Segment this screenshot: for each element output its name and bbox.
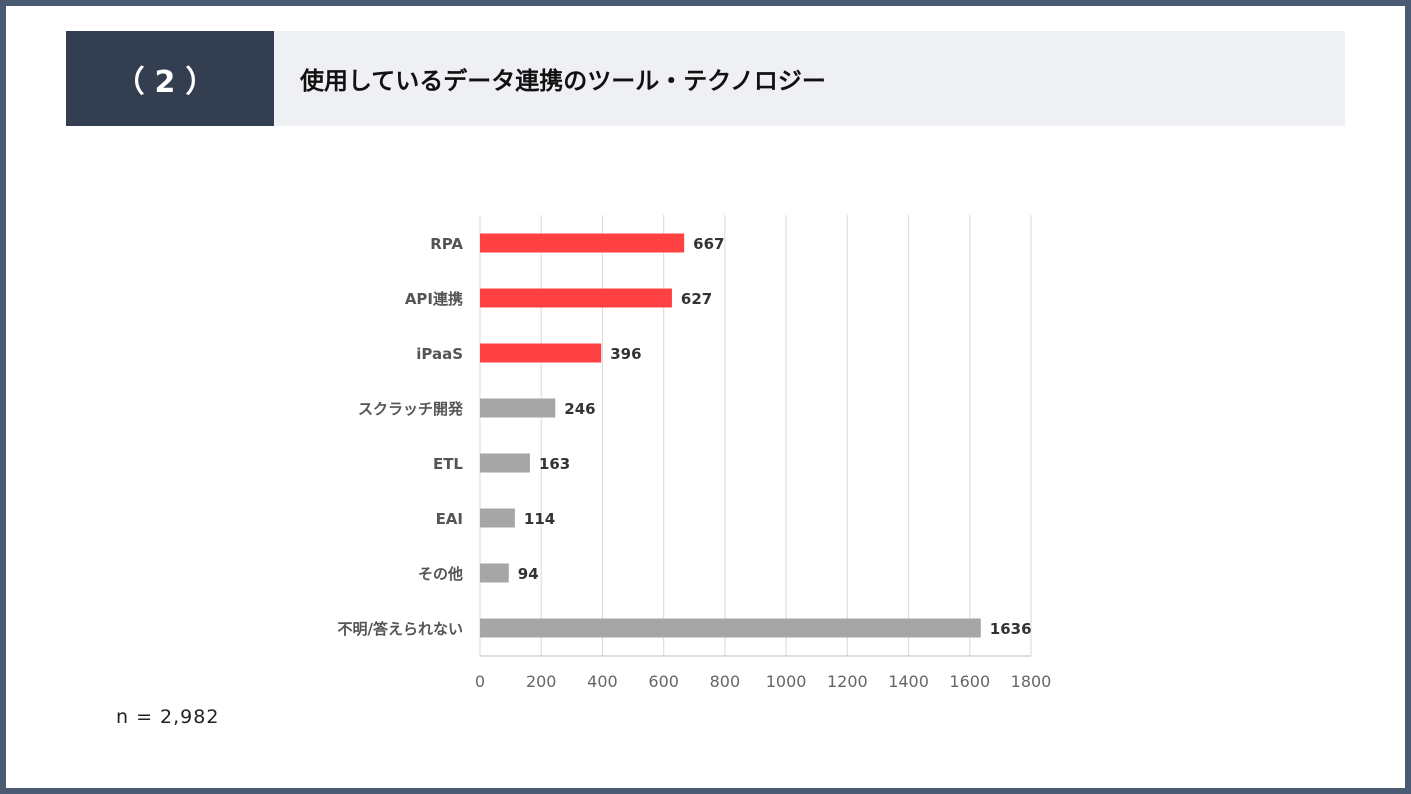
slide: （2） 使用しているデータ連携のツール・テクノロジー n = 2,982	[6, 6, 1405, 788]
x-tick-label: 200	[526, 672, 557, 691]
data-label: 667	[693, 235, 724, 253]
category-label: API連携	[405, 290, 463, 308]
sample-size-note: n = 2,982	[116, 706, 220, 728]
data-label: 246	[564, 400, 595, 418]
bar	[480, 343, 602, 363]
bar	[480, 508, 515, 528]
bar	[480, 618, 981, 638]
data-label: 114	[524, 510, 555, 528]
x-tick-label: 400	[587, 672, 618, 691]
category-label: RPA	[430, 235, 463, 253]
data-label: 396	[610, 345, 641, 363]
bar	[480, 288, 672, 308]
x-tick-label: 0	[475, 672, 485, 691]
section-number: （2）	[66, 31, 274, 126]
header-bar: （2） 使用しているデータ連携のツール・テクノロジー	[66, 31, 1345, 126]
bar	[480, 233, 685, 253]
data-label: 1636	[990, 620, 1032, 638]
x-tick-label: 1600	[949, 672, 990, 691]
bar	[480, 398, 556, 418]
page-title: 使用しているデータ連携のツール・テクノロジー	[300, 67, 826, 95]
bar	[480, 453, 530, 473]
category-label: EAI	[436, 510, 463, 528]
x-tick-label: 800	[710, 672, 741, 691]
x-tick-label: 1000	[766, 672, 807, 691]
category-label: iPaaS	[416, 345, 463, 363]
x-tick-label: 1400	[888, 672, 929, 691]
x-tick-label: 600	[648, 672, 679, 691]
x-tick-label: 1800	[1011, 672, 1052, 691]
data-label: 94	[518, 565, 539, 583]
data-label: 163	[539, 455, 570, 473]
category-label: ETL	[433, 455, 463, 473]
category-label: 不明/答えられない	[338, 620, 463, 638]
x-tick-label: 1200	[827, 672, 868, 691]
category-label: スクラッチ開発	[358, 400, 464, 418]
data-label: 627	[681, 290, 712, 308]
bar	[480, 563, 509, 583]
category-label: その他	[418, 565, 463, 583]
